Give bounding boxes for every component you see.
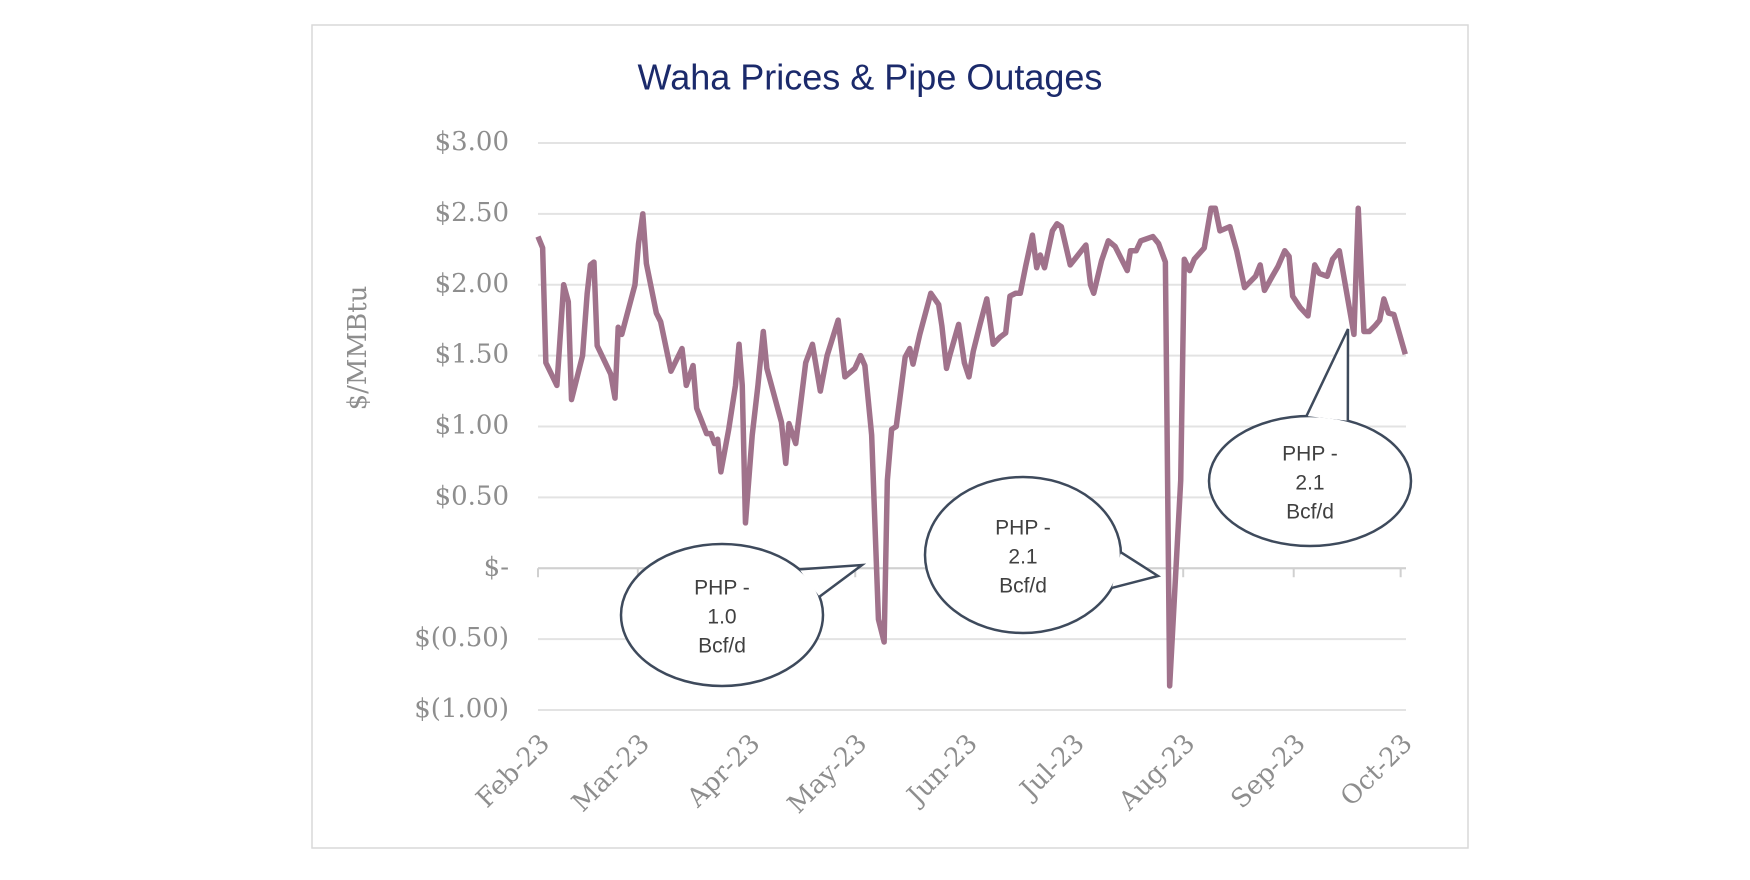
callout-text: PHP -	[694, 577, 750, 600]
callout-text: 2.1	[1295, 472, 1324, 495]
callout-text: Bcf/d	[1286, 501, 1334, 524]
y-tick-label: $-	[484, 552, 509, 582]
y-tick-label: $(1.00)	[414, 694, 509, 724]
y-tick-label: $1.00	[435, 411, 509, 441]
callout-text: PHP -	[995, 517, 1051, 540]
chart-title: Waha Prices & Pipe Outages	[638, 57, 1103, 98]
callout-text: 2.1	[1008, 546, 1037, 569]
callout-text: Bcf/d	[999, 575, 1047, 598]
callout-text: 1.0	[707, 606, 736, 629]
y-axis-label: $/MMBtu	[343, 286, 373, 411]
callout-tail	[1111, 551, 1162, 590]
y-tick-label: $1.50	[435, 340, 509, 370]
callout-text: PHP -	[1282, 443, 1338, 466]
callout-tail	[1305, 328, 1350, 421]
y-tick-label: $2.00	[435, 269, 509, 299]
callout-bubble	[619, 542, 825, 688]
callout-text: Bcf/d	[698, 635, 746, 658]
callout-tail	[799, 563, 867, 598]
y-tick-label: $2.50	[435, 198, 509, 228]
y-tick-label: $3.00	[435, 127, 509, 157]
y-tick-label: $(0.50)	[414, 623, 509, 653]
y-tick-label: $0.50	[435, 481, 509, 511]
price-line	[535, 205, 1408, 689]
